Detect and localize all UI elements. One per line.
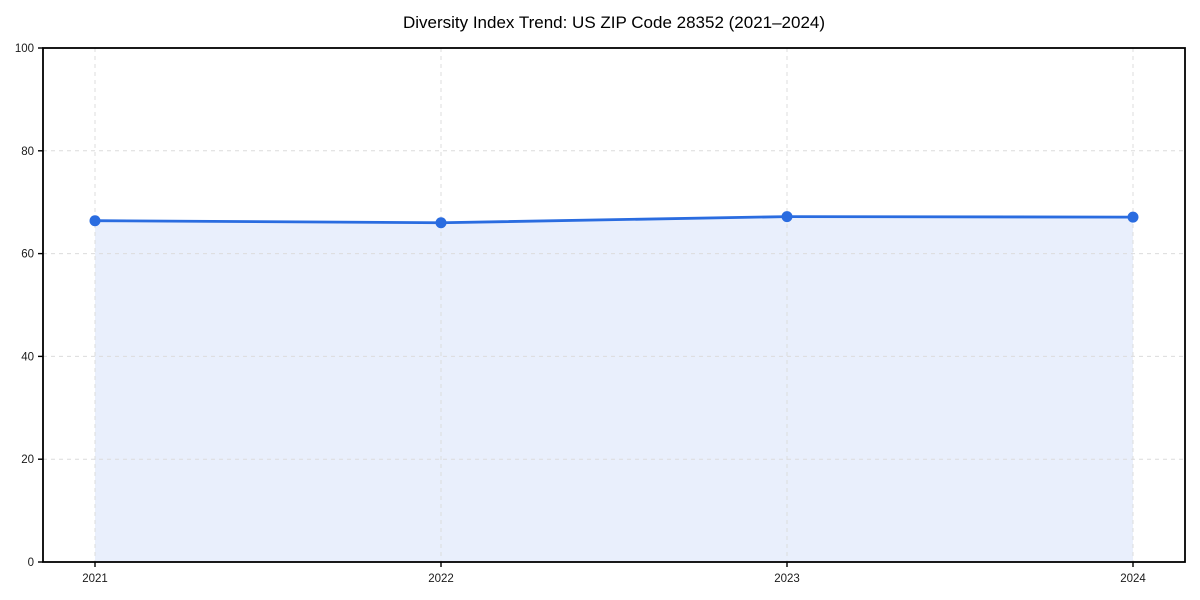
y-tick-label-20: 20 xyxy=(21,454,34,466)
data-point-layer xyxy=(89,211,1139,229)
data-point-2021 xyxy=(89,215,101,227)
x-tick-label-2021: 2021 xyxy=(82,573,108,585)
chart-title: Diversity Index Trend: US ZIP Code 28352… xyxy=(403,13,825,32)
data-point-2024 xyxy=(1127,211,1139,223)
x-tick-label-2023: 2023 xyxy=(774,573,800,585)
tick-mark-layer xyxy=(38,47,1134,567)
data-point-2023 xyxy=(781,211,793,223)
area-fill-layer xyxy=(95,216,1133,563)
y-tick-label-60: 60 xyxy=(21,249,34,261)
x-tick-label-2024: 2024 xyxy=(1120,573,1146,585)
y-tick-label-40: 40 xyxy=(21,351,34,363)
tick-label-layer: 2021 2022 2023 2024 0 20 40 60 80 100 xyxy=(15,43,1147,585)
area-fill xyxy=(95,216,1133,563)
trend-line-layer xyxy=(93,215,1135,225)
y-tick-label-0: 0 xyxy=(28,557,34,569)
y-tick-label-100: 100 xyxy=(15,43,34,55)
plot-border xyxy=(42,47,1186,563)
data-point-2022 xyxy=(435,217,447,229)
y-tick-label-80: 80 xyxy=(21,146,34,158)
trend-line xyxy=(93,215,1135,225)
x-tick-label-2022: 2022 xyxy=(428,573,454,585)
gridline-layer xyxy=(43,48,1185,562)
